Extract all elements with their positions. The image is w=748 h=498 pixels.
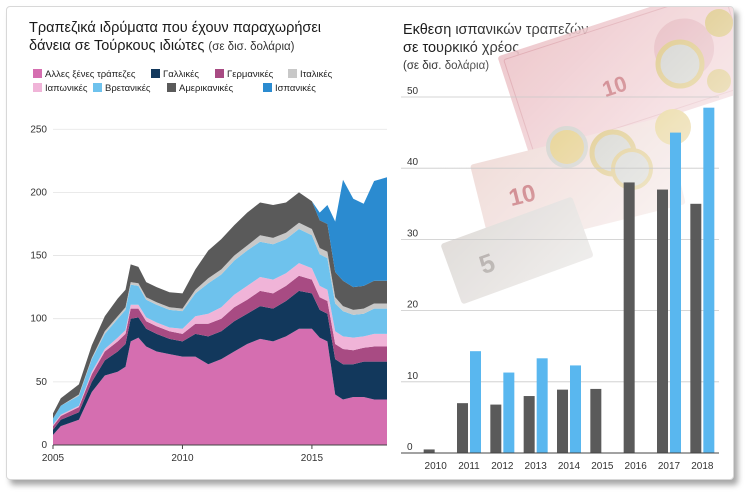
bar-blue-2017 (670, 132, 681, 453)
left-x-tick-label: 2005 (42, 453, 65, 464)
legend-item: Ιαπωνικές (33, 83, 87, 94)
legend-item: Γαλλικές (151, 69, 199, 80)
right-x-tick-label: 2010 (425, 461, 448, 472)
bar-blue-2018 (703, 107, 715, 454)
legend-swatch (215, 69, 224, 78)
legend-swatch (263, 83, 272, 92)
left-y-tick-label: 0 (41, 440, 47, 451)
legend-label: Αμερικανικές (179, 83, 234, 94)
right-y-tick-label: 10 (407, 371, 419, 382)
infographic-frame: Τραπεζικά ιδρύματα που έχουν παραχωρήσει… (6, 6, 734, 480)
bar-gray-2018 (690, 203, 702, 453)
left-title-line2: δάνεια σε Τούρκους ιδιώτες (29, 38, 205, 54)
left-title-line1: Τραπεζικά ιδρύματα που έχουν παραχωρήσει (29, 20, 322, 36)
legend-label: Ισπανικές (275, 83, 316, 94)
area-series-4 (53, 229, 387, 425)
right-x-tick-label: 2017 (658, 461, 681, 472)
left-y-tick-label: 50 (36, 377, 48, 388)
legend-item: Ισπανικές (263, 83, 316, 94)
bar-gray-2016 (623, 182, 635, 453)
bar-gray-2010 (423, 449, 435, 453)
bar-gray-2011 (457, 403, 468, 453)
legend-item: Αλλες ξένες τράπεζες (33, 69, 135, 80)
banknotes-and-coins-image: 10 10 5 (437, 7, 733, 307)
area-series-0 (53, 328, 387, 445)
bar-gray-2012 (490, 404, 502, 453)
legend-label: Γερμανικές (227, 69, 274, 80)
area-series-7 (53, 177, 387, 414)
right-x-tick-label: 2015 (591, 461, 614, 472)
bar-gray-2014 (557, 389, 568, 453)
legend-item: Αμερικανικές (167, 83, 233, 94)
bar-gray-2015 (590, 388, 602, 453)
bar-blue-2013 (536, 358, 548, 453)
legend-swatch (33, 83, 42, 92)
area-series-2 (53, 275, 387, 430)
right-y-tick-label: 40 (407, 157, 419, 168)
legend-item: Ιταλικές (288, 69, 332, 80)
left-y-tick-label: 150 (30, 251, 47, 262)
legend-item: Βρετανικές (93, 83, 151, 94)
left-x-tick-label: 2010 (171, 453, 194, 464)
right-x-tick-label: 2013 (525, 461, 548, 472)
legend-label: Αλλες ξένες τράπεζες (45, 69, 136, 80)
legend-label: Ιταλικές (300, 69, 333, 80)
bar-blue-2012 (503, 372, 515, 453)
legend-swatch (93, 83, 102, 92)
bar-gray-2017 (657, 189, 668, 453)
legend-label: Γαλλικές (163, 69, 199, 80)
bar-blue-2014 (570, 365, 581, 453)
legend-label: Βρετανικές (105, 83, 151, 94)
legend-swatch (33, 69, 42, 78)
charts-canvas: 10 10 5 0 50 100 150 200 250 2005 2010 2015 0 10 2… (30, 7, 733, 472)
right-bar-chart: 0 10 20 30 40 50 2010 2011 2012 2013 2014 2015 2016 2… (401, 86, 719, 472)
left-unit: (σε δισ. δολάρια) (208, 41, 295, 53)
right-y-tick-label: 20 (407, 300, 419, 311)
left-chart-title: Τραπεζικά ιδρύματα που έχουν παραχωρήσει… (29, 19, 321, 56)
left-y-tick-label: 250 (30, 124, 47, 135)
legend-label: Ιαπωνικές (45, 83, 88, 94)
right-y-tick-label: 50 (407, 86, 419, 97)
right-x-tick-label: 2014 (558, 461, 581, 472)
legend-swatch (167, 83, 176, 92)
legend-swatch (151, 69, 160, 78)
right-y-tick-label: 30 (407, 228, 419, 239)
left-stacked-area-chart: 0 50 100 150 200 250 2005 2010 2015 (30, 124, 387, 464)
left-y-tick-label: 200 (30, 187, 47, 198)
left-x-tick-label: 2015 (301, 453, 324, 464)
right-x-tick-label: 2018 (691, 461, 714, 472)
right-x-tick-label: 2011 (458, 461, 480, 472)
left-y-tick-label: 100 (30, 314, 47, 325)
bar-gray-2013 (523, 396, 535, 453)
legend-swatch (288, 69, 297, 78)
legend-item: Γερμανικές (215, 69, 273, 80)
right-x-tick-label: 2012 (491, 461, 514, 472)
bar-blue-2011 (470, 351, 481, 453)
area-series-1 (53, 290, 387, 435)
right-x-tick-label: 2016 (625, 461, 648, 472)
right-y-tick-label: 0 (407, 442, 413, 453)
area-series-6 (53, 192, 387, 419)
